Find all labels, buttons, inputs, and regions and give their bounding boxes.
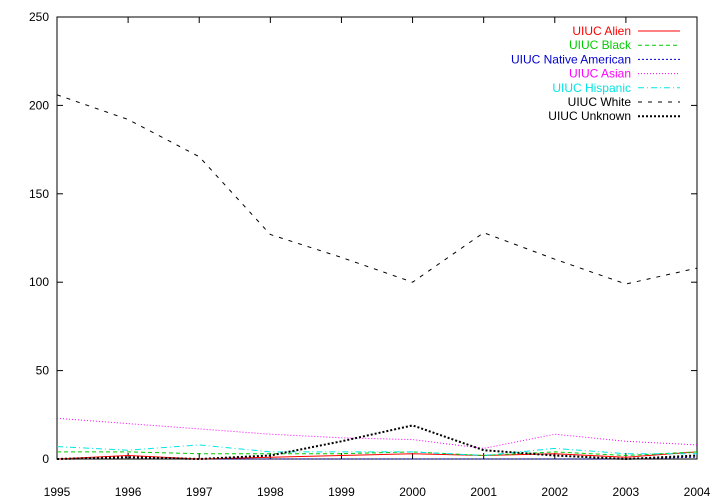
- series-line-uiuc-white: [56, 94, 698, 285]
- legend-label: UIUC Asian: [569, 67, 631, 81]
- legend-label: UIUC Hispanic: [552, 81, 631, 95]
- legend-label: UIUC Alien: [572, 24, 631, 38]
- y-tick-label: 100: [29, 275, 49, 289]
- x-tick-label: 2002: [541, 485, 568, 499]
- x-tick-label: 1998: [257, 485, 284, 499]
- series-line-uiuc-black: [57, 451, 698, 457]
- series-line-uiuc-hispanic: [56, 444, 697, 457]
- x-tick-label: 2001: [470, 485, 497, 499]
- series-line-uiuc-asian: [56, 417, 698, 449]
- legend-label: UIUC Native American: [511, 52, 631, 66]
- y-tick-label: 200: [29, 98, 49, 112]
- x-tick-label: 1997: [186, 485, 213, 499]
- x-tick-label: 2004: [684, 485, 711, 499]
- y-tick-label: 150: [29, 187, 49, 201]
- series-line-uiuc-native-american: [56, 456, 698, 460]
- y-tick-label: 50: [36, 364, 50, 378]
- x-tick-label: 2003: [613, 485, 640, 499]
- legend-label: UIUC Black: [569, 38, 632, 52]
- x-tick-label: 1999: [328, 485, 355, 499]
- x-tick-label: 1996: [115, 485, 142, 499]
- series-line-uiuc-alien: [56, 451, 698, 460]
- series-lines: [56, 94, 698, 461]
- y-tick-label: 250: [29, 10, 49, 24]
- series-line-uiuc-unknown: [56, 424, 698, 461]
- legend-label: UIUC Unknown: [548, 109, 631, 123]
- axis-tick-labels: 1995 1996 1997 1998 1999 2000 2001 2002 2003 2004…: [29, 10, 711, 499]
- y-tick-label: 0: [42, 452, 49, 466]
- x-tick-label: 1995: [44, 485, 71, 499]
- x-tick-label: 2000: [399, 485, 426, 499]
- legend-label: UIUC White: [568, 95, 632, 109]
